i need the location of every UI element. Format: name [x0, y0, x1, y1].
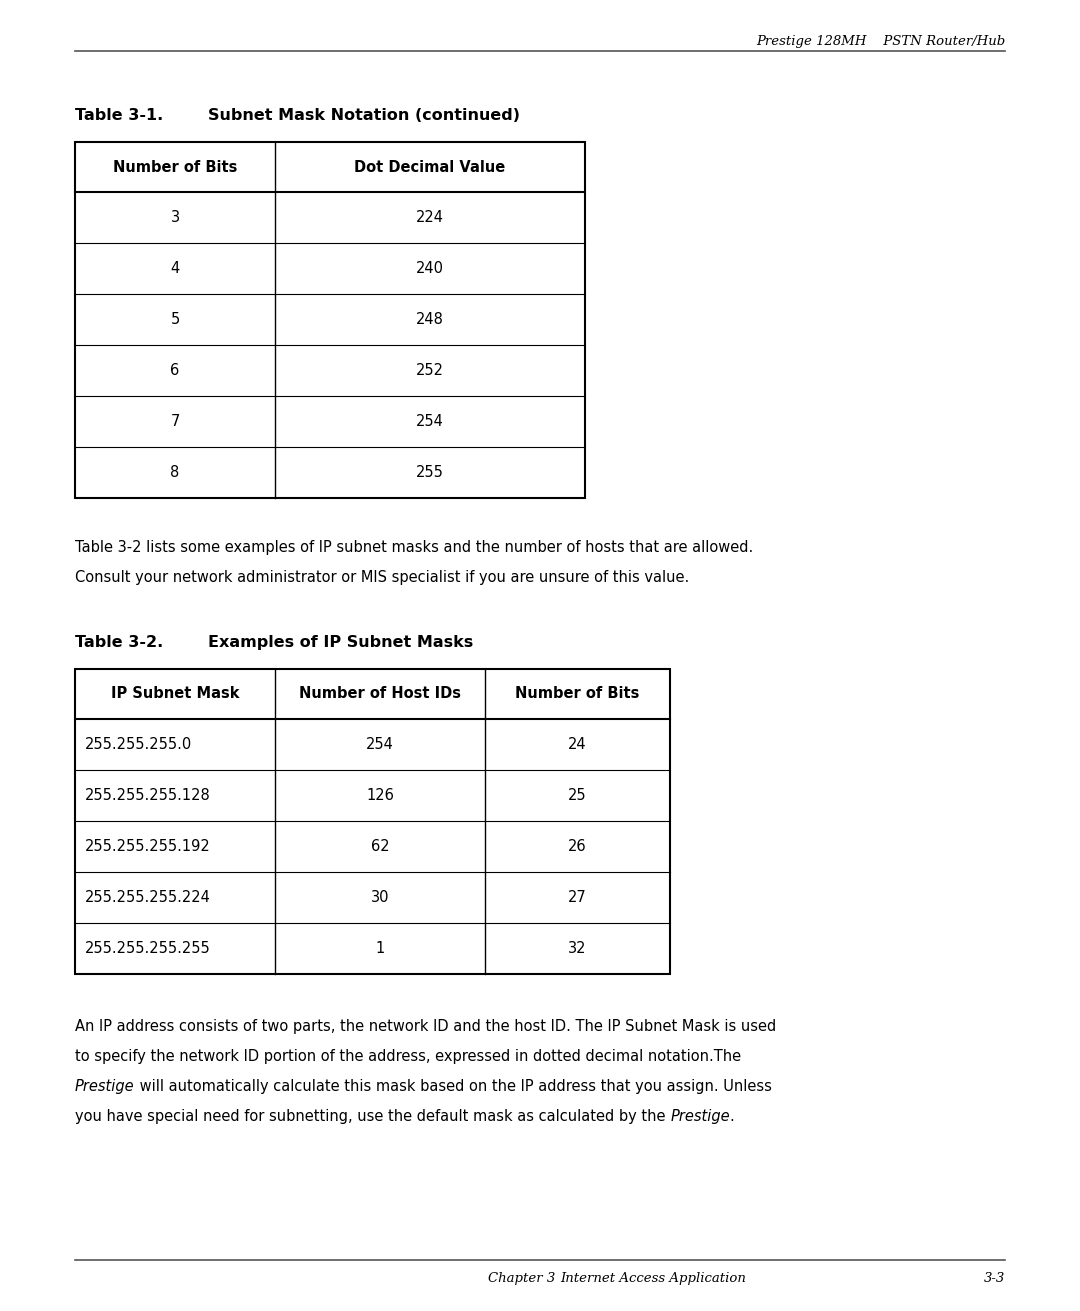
Text: 32: 32	[568, 941, 586, 956]
Text: 240: 240	[416, 261, 444, 277]
Text: 62: 62	[370, 839, 389, 853]
Text: Consult your network administrator or MIS specialist if you are unsure of this v: Consult your network administrator or MI…	[75, 570, 689, 585]
Text: 224: 224	[416, 210, 444, 225]
Text: 255.255.255.192: 255.255.255.192	[85, 839, 211, 853]
Text: Table 3-2 lists some examples of IP subnet masks and the number of hosts that ar: Table 3-2 lists some examples of IP subn…	[75, 540, 753, 555]
Text: IP Subnet Mask: IP Subnet Mask	[111, 687, 240, 701]
Text: An IP address consists of two parts, the network ID and the host ID. The IP Subn: An IP address consists of two parts, the…	[75, 1019, 777, 1034]
Text: Dot Decimal Value: Dot Decimal Value	[354, 160, 505, 174]
Text: 255.255.255.224: 255.255.255.224	[85, 890, 211, 905]
Text: Chapter 3: Chapter 3	[488, 1272, 561, 1285]
Text: will automatically calculate this mask based on the IP address that you assign. : will automatically calculate this mask b…	[135, 1079, 771, 1093]
Text: 26: 26	[568, 839, 586, 853]
Text: 25: 25	[568, 788, 586, 804]
Text: Prestige: Prestige	[75, 1079, 135, 1093]
Text: 255.255.255.128: 255.255.255.128	[85, 788, 211, 804]
Text: Number of Host IDs: Number of Host IDs	[299, 687, 461, 701]
Bar	[75, 669, 670, 974]
Text: Subnet Mask Notation (continued): Subnet Mask Notation (continued)	[163, 108, 519, 123]
Text: 126: 126	[366, 788, 394, 804]
Bar	[75, 142, 585, 498]
Text: 6: 6	[171, 363, 179, 378]
Text: 3-3: 3-3	[984, 1272, 1005, 1285]
Text: 254: 254	[366, 737, 394, 753]
Text: 255: 255	[416, 465, 444, 480]
Text: 4: 4	[171, 261, 179, 277]
Text: Prestige 128MH    PSTN Router/Hub: Prestige 128MH PSTN Router/Hub	[756, 35, 1005, 49]
Text: 248: 248	[416, 312, 444, 326]
Text: 1: 1	[376, 941, 384, 956]
Text: 27: 27	[568, 890, 586, 905]
Text: to specify the network ID portion of the address, expressed in dotted decimal no: to specify the network ID portion of the…	[75, 1049, 741, 1065]
Text: 255.255.255.255: 255.255.255.255	[85, 941, 211, 956]
Text: Prestige: Prestige	[670, 1109, 730, 1124]
Text: 5: 5	[171, 312, 179, 326]
Text: 252: 252	[416, 363, 444, 378]
Text: you have special need for subnetting, use the default mask as calculated by the: you have special need for subnetting, us…	[75, 1109, 670, 1124]
Text: 24: 24	[568, 737, 586, 753]
Text: Table 3-2.: Table 3-2.	[75, 635, 163, 650]
Text: 3: 3	[171, 210, 179, 225]
Text: Examples of IP Subnet Masks: Examples of IP Subnet Masks	[163, 635, 473, 650]
Text: Number of Bits: Number of Bits	[112, 160, 238, 174]
Text: Internet Access Application: Internet Access Application	[561, 1272, 746, 1285]
Text: 30: 30	[370, 890, 389, 905]
Text: 8: 8	[171, 465, 179, 480]
Text: Number of Bits: Number of Bits	[515, 687, 639, 701]
Text: .: .	[730, 1109, 734, 1124]
Text: Table 3-1.: Table 3-1.	[75, 108, 163, 123]
Text: 7: 7	[171, 414, 179, 429]
Text: 255.255.255.0: 255.255.255.0	[85, 737, 192, 753]
Text: 254: 254	[416, 414, 444, 429]
